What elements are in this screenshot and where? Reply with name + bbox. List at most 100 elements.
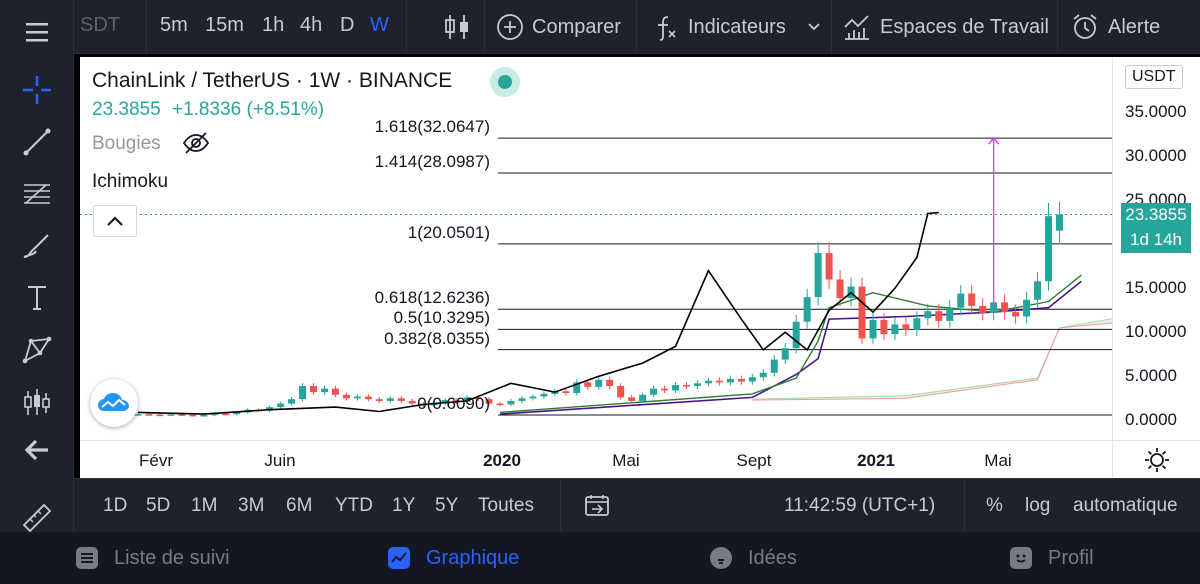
kijun-line xyxy=(499,280,1082,415)
back-arrow-icon[interactable] xyxy=(0,424,74,476)
divider xyxy=(1057,0,1058,54)
goto-date-icon xyxy=(585,495,609,516)
candle-body xyxy=(792,321,800,349)
clock-timezone[interactable]: 11:42:59 (UTC+1) xyxy=(784,495,936,516)
nav-profile[interactable]: Profil xyxy=(1010,532,1094,584)
workspaces-label: Espaces de Travail xyxy=(880,15,1049,38)
menu-icon[interactable] xyxy=(0,6,74,58)
alert-button[interactable]: Alerte xyxy=(1070,0,1160,54)
auto-scale-toggle[interactable]: automatique xyxy=(1073,495,1178,516)
price-tick: 15.0000 xyxy=(1125,278,1187,298)
time-tick: 2021 xyxy=(857,451,895,470)
time-scale[interactable]: Févr Juin 2020 Mai Sept 2021 Mai xyxy=(80,440,1112,478)
nav-ideas[interactable]: Idées xyxy=(710,532,797,584)
time-tick: 2020 xyxy=(483,451,521,470)
range-5d[interactable]: 5D xyxy=(146,495,171,516)
candle-body xyxy=(957,293,965,308)
compare-button[interactable]: Comparer xyxy=(496,0,621,54)
nav-profile-label: Profil xyxy=(1048,546,1094,569)
percent-scale-toggle[interactable]: % xyxy=(986,495,1003,516)
candle-body xyxy=(320,388,328,393)
candle-body xyxy=(529,396,537,399)
bar-countdown: 1d 14h xyxy=(1121,227,1191,253)
left-toolbar xyxy=(0,0,74,533)
divider xyxy=(831,0,832,54)
legend-title: ChainLink / TetherUS · 1W · BINANCE xyxy=(92,69,453,92)
price-tick: 35.0000 xyxy=(1125,102,1187,122)
candle-body xyxy=(463,397,471,402)
candle-body xyxy=(189,414,197,417)
timeframe-d[interactable]: D xyxy=(340,14,355,36)
indicators-dropdown[interactable] xyxy=(806,0,830,54)
nav-watchlist[interactable]: Liste de suivi xyxy=(76,532,230,584)
symbol-fragment[interactable]: SDT xyxy=(80,14,120,36)
candle-style-button[interactable] xyxy=(444,0,478,54)
candle-body xyxy=(364,396,372,400)
long-position-icon[interactable] xyxy=(0,376,74,428)
timeframe-15m[interactable]: 15m xyxy=(205,14,244,36)
function-icon xyxy=(658,16,676,41)
log-scale-toggle[interactable]: log xyxy=(1025,495,1051,516)
price-scale[interactable]: 35.000030.000025.000020.000015.000010.00… xyxy=(1112,57,1200,440)
candle-body xyxy=(266,407,274,411)
top-toolbar: SDT 5m 15m 1h 4h D W Comparer Indicateur… xyxy=(74,0,1200,54)
trend-line-icon[interactable] xyxy=(0,116,74,168)
candle-body xyxy=(869,319,877,339)
date-range-button[interactable] xyxy=(584,493,610,525)
chart-area[interactable]: ChainLink / TetherUS · 1W · BINANCE 23.3… xyxy=(80,57,1112,440)
price-tick: 0.0000 xyxy=(1125,410,1177,430)
range-1y[interactable]: 1Y xyxy=(392,495,416,516)
timeframe-4h[interactable]: 4h xyxy=(300,14,323,36)
chevron-down-icon xyxy=(808,23,820,31)
candles-icon xyxy=(445,15,468,39)
currency-badge[interactable]: USDT xyxy=(1125,65,1183,89)
candle-body xyxy=(145,414,153,416)
fib-retracement-icon[interactable] xyxy=(0,168,74,220)
timeframe-w[interactable]: W xyxy=(370,14,389,36)
price-tick: 30.0000 xyxy=(1125,146,1187,166)
range-6m[interactable]: 6M xyxy=(286,495,313,516)
nav-chart[interactable]: Graphique xyxy=(388,532,519,584)
brush-icon[interactable] xyxy=(0,220,74,272)
candle-body xyxy=(935,311,943,321)
candle-body xyxy=(1055,214,1063,231)
chart-settings-button[interactable] xyxy=(1112,440,1200,478)
candle-body xyxy=(441,400,449,403)
candle-body xyxy=(924,311,932,319)
candle-body xyxy=(277,403,285,408)
crosshair-icon[interactable] xyxy=(0,64,74,116)
indicators-label: Indicateurs xyxy=(688,15,786,38)
ruler-icon[interactable] xyxy=(0,490,74,542)
collapse-legend-button[interactable] xyxy=(93,205,137,237)
timeframe-1h[interactable]: 1h xyxy=(262,14,285,36)
range-ytd[interactable]: YTD xyxy=(335,495,373,516)
pattern-icon[interactable] xyxy=(0,324,74,376)
candle-body xyxy=(485,399,493,404)
candle-body xyxy=(836,279,844,298)
candle-body xyxy=(342,394,350,399)
candle-body xyxy=(682,385,690,387)
range-1d[interactable]: 1D xyxy=(103,495,128,516)
indicators-button[interactable]: Indicateurs xyxy=(652,0,786,54)
text-icon[interactable] xyxy=(0,272,74,324)
candle-body xyxy=(507,400,515,405)
sun-settings-icon xyxy=(1144,447,1169,472)
smile-icon xyxy=(1010,547,1032,569)
chart-svg xyxy=(80,137,1112,417)
timeframe-5m[interactable]: 5m xyxy=(160,14,188,36)
range-1m[interactable]: 1M xyxy=(191,495,218,516)
candle-body xyxy=(331,388,339,395)
plus-circle-icon xyxy=(497,14,523,40)
range-5y[interactable]: 5Y xyxy=(435,495,459,516)
range-all[interactable]: Toutes xyxy=(478,495,534,516)
candle-body xyxy=(1023,299,1031,317)
fib-level-label: 1(20.0501) xyxy=(407,222,490,242)
range-3m[interactable]: 3M xyxy=(238,495,265,516)
candle-body xyxy=(628,397,636,401)
workspaces-button[interactable]: Espaces de Travail xyxy=(842,0,1049,54)
fib-level-label: 0.5(10.3295) xyxy=(393,308,490,328)
tradingview-logo[interactable] xyxy=(90,379,138,427)
legend-change: +1.8336 (+8.51%) xyxy=(171,99,325,120)
nav-watchlist-label: Liste de suivi xyxy=(114,546,230,569)
eye-slash-icon[interactable] xyxy=(182,131,210,160)
